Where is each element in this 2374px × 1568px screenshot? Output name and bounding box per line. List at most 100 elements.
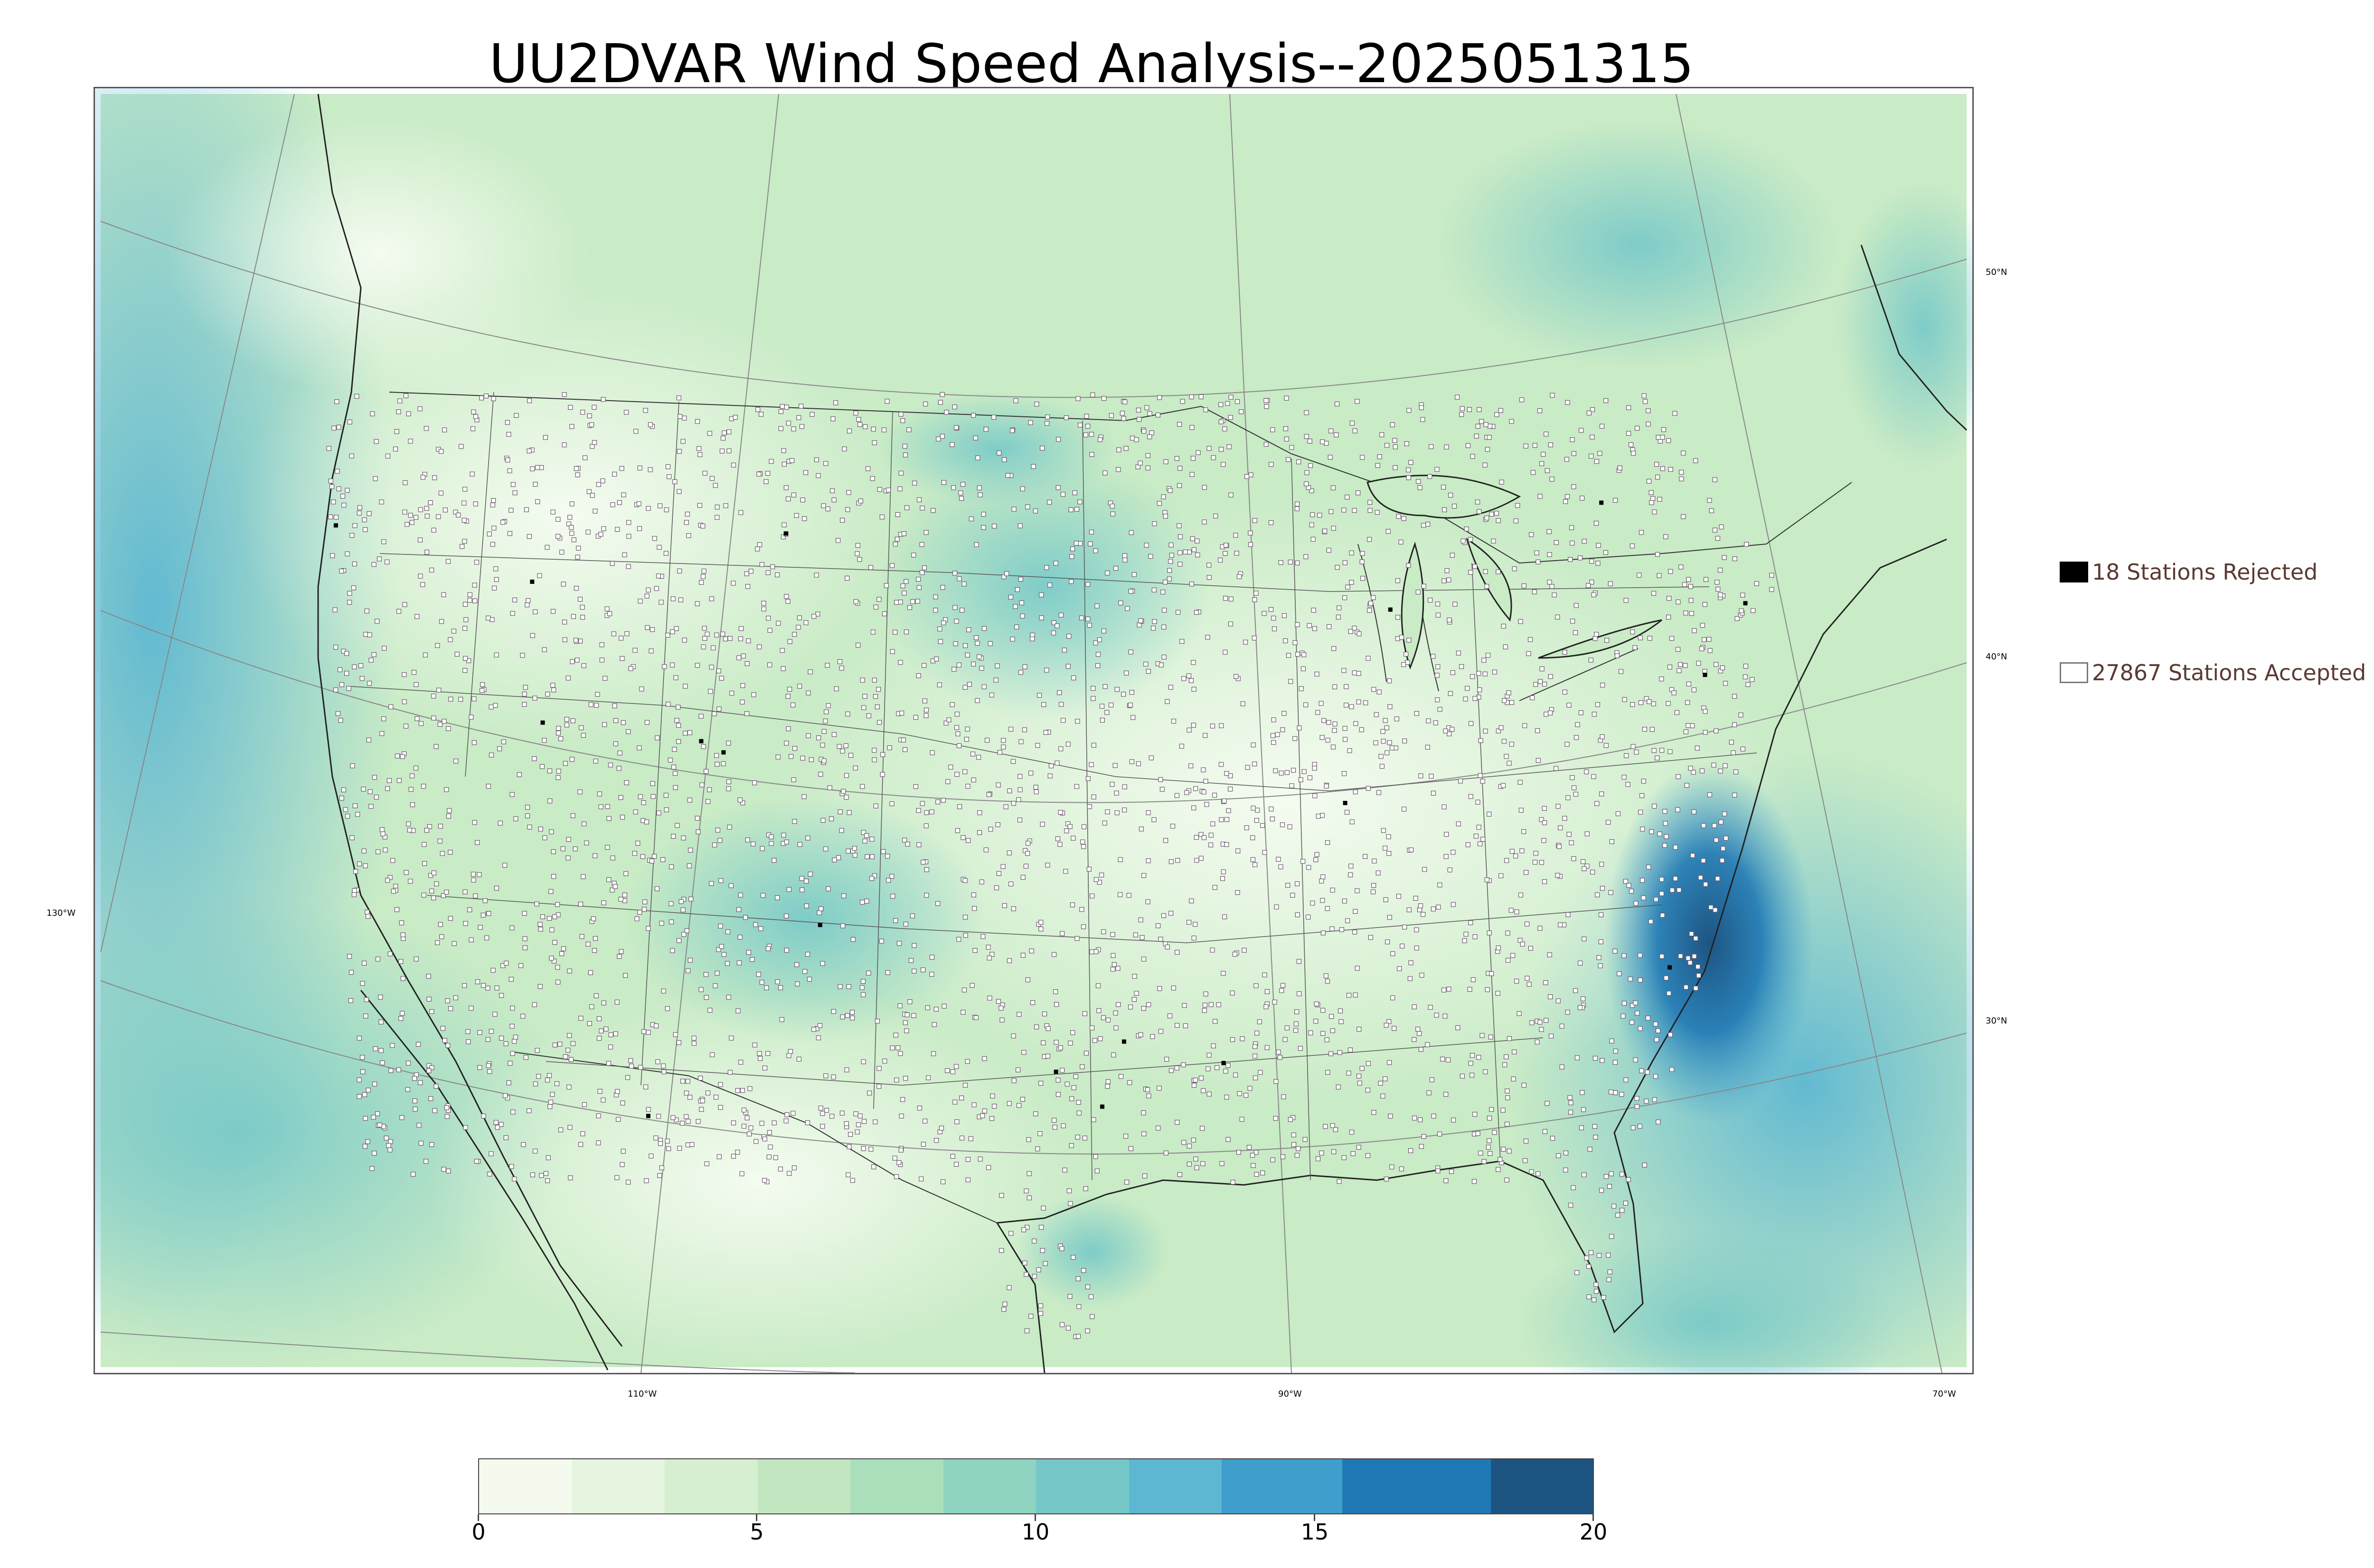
station-marker-accepted [1295,622,1300,627]
station-marker-accepted [931,1051,936,1056]
station-marker-accepted [1467,407,1472,412]
station-marker-accepted [789,458,795,463]
station-marker-accepted [347,600,352,605]
station-marker-accepted [1590,407,1595,413]
station-marker-accepted [1011,906,1016,911]
station-marker-accepted [995,663,1000,668]
station-marker-accepted [1568,557,1573,562]
station-marker-accepted [1443,854,1449,859]
station-marker-accepted [477,872,482,877]
station-marker-accepted [1570,619,1575,624]
station-marker-accepted [1082,1011,1087,1016]
station-marker-accepted [1425,521,1431,527]
station-marker-accepted [797,842,802,847]
station-marker-accepted [686,1118,691,1124]
station-marker-accepted [1664,834,1669,839]
station-marker-accepted [999,1017,1005,1023]
station-marker-accepted [1398,539,1404,545]
station-marker-accepted [410,802,415,807]
station-marker-accepted [1117,892,1123,897]
station-marker-accepted [755,546,760,552]
station-marker-accepted [857,1113,863,1118]
station-marker-accepted [715,827,721,833]
station-marker-accepted [469,1005,474,1011]
station-marker-accepted [762,1065,768,1070]
station-marker-accepted [1421,912,1426,917]
station-marker-accepted [980,1113,985,1118]
station-marker-accepted [1387,704,1393,709]
station-marker-accepted [1356,1145,1361,1150]
station-marker-accepted [330,553,335,558]
station-marker-accepted [532,1002,537,1007]
colorbar-segment [1129,1459,1222,1513]
station-marker-accepted [641,800,646,806]
station-marker-accepted [788,754,794,759]
station-marker-accepted [1499,479,1504,485]
station-marker-accepted [989,952,995,957]
station-marker-accepted [1128,649,1133,655]
station-marker-accepted [588,702,594,707]
station-marker-accepted [687,798,693,803]
station-marker-accepted [509,507,514,513]
station-marker-accepted [374,439,379,444]
station-marker-accepted [868,1146,874,1152]
station-marker-accepted [959,1095,964,1100]
station-marker-accepted [1089,1025,1095,1031]
station-marker-accepted [1186,673,1191,678]
station-marker-accepted [973,635,979,640]
station-marker-accepted [987,995,992,1001]
station-marker-accepted [1356,671,1361,676]
station-marker-accepted [1370,889,1376,894]
station-marker-accepted [1691,687,1696,693]
station-marker-accepted [1512,1049,1517,1055]
station-marker-rejected [1703,673,1707,677]
station-marker-accepted [1040,1248,1045,1253]
station-marker-accepted [1367,499,1373,505]
station-marker-accepted [846,848,851,854]
station-marker-accepted [1244,474,1250,479]
station-marker-accepted [569,424,575,429]
station-marker-accepted [956,937,961,942]
station-marker-accepted [1663,534,1668,539]
station-marker-accepted [677,568,682,573]
station-marker-accepted [1579,1125,1584,1130]
station-marker-accepted [594,993,599,998]
station-marker-accepted [676,938,682,943]
station-marker-accepted [1600,886,1605,891]
station-marker-accepted [751,692,756,697]
station-marker-accepted [1038,1311,1043,1316]
station-marker-accepted [537,573,542,578]
station-marker-accepted [1412,1004,1417,1010]
colorbar-tick [1035,1514,1036,1521]
station-marker-accepted [1015,587,1020,592]
station-marker-accepted [901,531,907,536]
station-marker-accepted [377,556,382,562]
station-marker-accepted [348,998,353,1003]
station-marker-accepted [1130,715,1136,720]
station-marker-accepted [1122,807,1127,813]
station-marker-accepted [1723,763,1728,769]
station-marker-accepted [577,789,583,795]
station-marker-accepted [1298,777,1303,782]
station-marker-accepted [1669,636,1675,641]
station-marker-accepted [599,1028,604,1033]
station-marker-accepted [1372,858,1377,864]
station-marker-accepted [1091,742,1096,748]
station-marker-accepted [751,841,756,847]
station-marker-accepted [349,453,354,459]
station-marker-accepted [895,1045,901,1051]
station-marker-accepted [480,983,486,988]
station-marker-accepted [1683,985,1689,990]
station-marker-accepted [1067,1294,1073,1299]
station-marker-accepted [1525,921,1530,927]
station-marker-accepted [865,854,870,859]
station-marker-accepted [1506,958,1511,963]
station-marker-accepted [1112,962,1117,967]
station-marker-accepted [1215,1065,1220,1070]
station-marker-accepted [1429,1077,1434,1082]
station-marker-accepted [435,643,440,648]
station-marker-accepted [1027,1195,1032,1201]
station-marker-accepted [1239,409,1244,414]
station-marker-accepted [984,738,990,743]
station-marker-accepted [1164,1057,1169,1062]
